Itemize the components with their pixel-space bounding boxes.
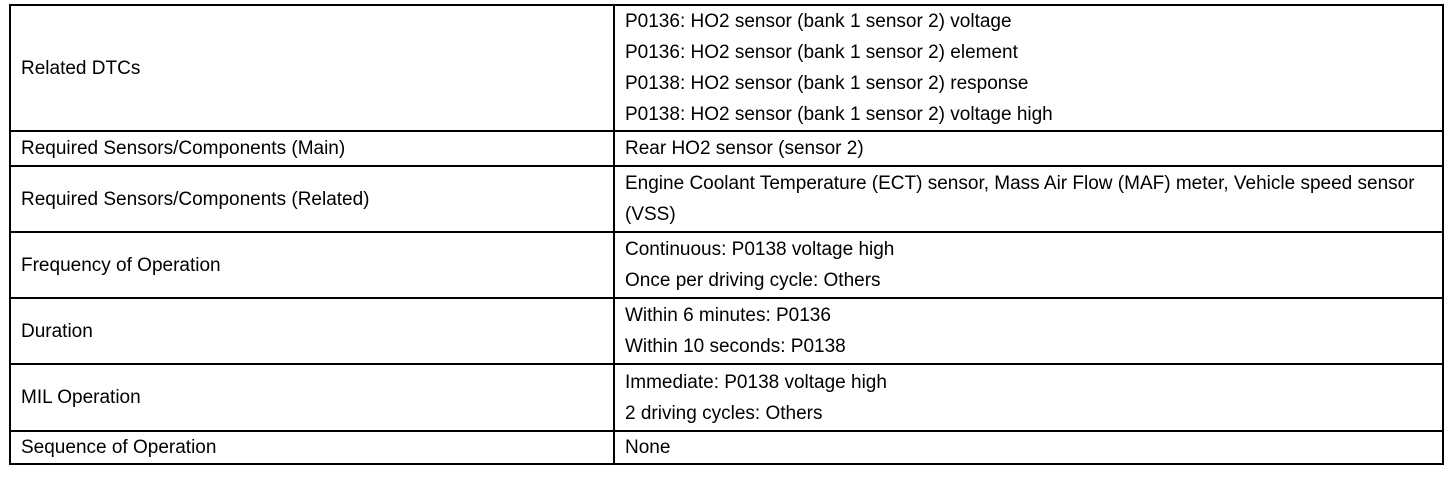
row-label: MIL Operation (9, 363, 615, 432)
row-label: Duration (9, 297, 615, 365)
table-row: Sequence of Operation None (9, 430, 1444, 465)
value-line: P0138: HO2 sensor (bank 1 sensor 2) resp… (625, 73, 1029, 94)
row-value: Rear HO2 sensor (sensor 2) (613, 130, 1444, 167)
value-line: 2 driving cycles: Others (625, 402, 823, 424)
value-line: Continuous: P0138 voltage high (625, 239, 895, 260)
row-value: Immediate: P0138 voltage high 2 driving … (613, 363, 1444, 432)
row-label: Required Sensors/Components (Related) (9, 165, 615, 233)
value-line: P0136: HO2 sensor (bank 1 sensor 2) volt… (625, 11, 1012, 32)
table-row: Required Sensors/Components (Main) Rear … (9, 130, 1444, 167)
value-line: Engine Coolant Temperature (ECT) sensor,… (625, 173, 1415, 225)
value-line: Rear HO2 sensor (sensor 2) (625, 138, 864, 159)
value-line: Once per driving cycle: Others (625, 270, 881, 291)
row-label: Frequency of Operation (9, 231, 615, 299)
value-line: Immediate: P0138 voltage high (625, 371, 887, 393)
row-value: Engine Coolant Temperature (ECT) sensor,… (613, 165, 1444, 233)
table-row: Related DTCs P0136: HO2 sensor (bank 1 s… (9, 4, 1444, 132)
row-label: Related DTCs (9, 4, 615, 132)
table-row: Required Sensors/Components (Related) En… (9, 165, 1444, 233)
row-value: Within 6 minutes: P0136 Within 10 second… (613, 297, 1444, 365)
value-line: Within 10 seconds: P0138 (625, 336, 846, 357)
table-row: Duration Within 6 minutes: P0136 Within … (9, 297, 1444, 365)
row-value: P0136: HO2 sensor (bank 1 sensor 2) volt… (613, 4, 1444, 132)
table-row: Frequency of Operation Continuous: P0138… (9, 231, 1444, 299)
value-line: P0138: HO2 sensor (bank 1 sensor 2) volt… (625, 104, 1053, 125)
row-value: Continuous: P0138 voltage high Once per … (613, 231, 1444, 299)
row-label: Required Sensors/Components (Main) (9, 130, 615, 167)
monitor-spec-table: Related DTCs P0136: HO2 sensor (bank 1 s… (9, 4, 1444, 465)
row-label: Sequence of Operation (9, 430, 615, 465)
row-value: None (613, 430, 1444, 465)
table-row: MIL Operation Immediate: P0138 voltage h… (9, 363, 1444, 432)
value-line: P0136: HO2 sensor (bank 1 sensor 2) elem… (625, 42, 1018, 63)
value-line: Within 6 minutes: P0136 (625, 305, 831, 326)
value-line: None (625, 437, 671, 458)
